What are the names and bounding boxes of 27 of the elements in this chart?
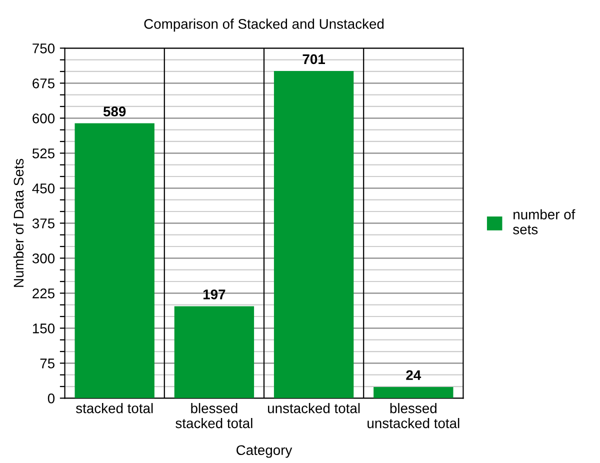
bar xyxy=(274,71,354,398)
y-tick-label: 675 xyxy=(32,78,54,88)
bar xyxy=(74,123,154,398)
legend-label: number of sets xyxy=(513,209,576,234)
y-tick-label: 300 xyxy=(32,254,55,264)
y-tick-label: 150 xyxy=(32,324,55,334)
x-tick-label: blessed unstacked total xyxy=(368,403,460,428)
data-label: 24 xyxy=(406,370,422,380)
y-tick-label: 750 xyxy=(32,43,55,54)
data-label: 589 xyxy=(103,106,126,116)
x-tick-label: stacked total xyxy=(76,403,153,414)
chart-title: Comparison of Stacked and Unstacked xyxy=(144,18,384,32)
bar xyxy=(174,306,254,398)
x-axis-title: Category xyxy=(236,445,292,458)
bar xyxy=(374,386,454,398)
data-label: 701 xyxy=(302,54,325,64)
y-tick-label: 450 xyxy=(32,183,55,194)
x-tick-label: unstacked total xyxy=(268,403,360,414)
y-tick-label: 600 xyxy=(32,113,55,124)
y-axis-title: Number of Data Sets xyxy=(13,158,24,287)
y-tick-label: 525 xyxy=(32,148,54,158)
y-tick-label: 75 xyxy=(40,358,54,368)
x-tick-label: blessed stacked total xyxy=(176,403,252,428)
data-label: 197 xyxy=(203,289,226,300)
y-tick-label: 0 xyxy=(48,394,55,404)
y-tick-label: 225 xyxy=(32,288,54,298)
y-tick-label: 375 xyxy=(32,218,54,228)
